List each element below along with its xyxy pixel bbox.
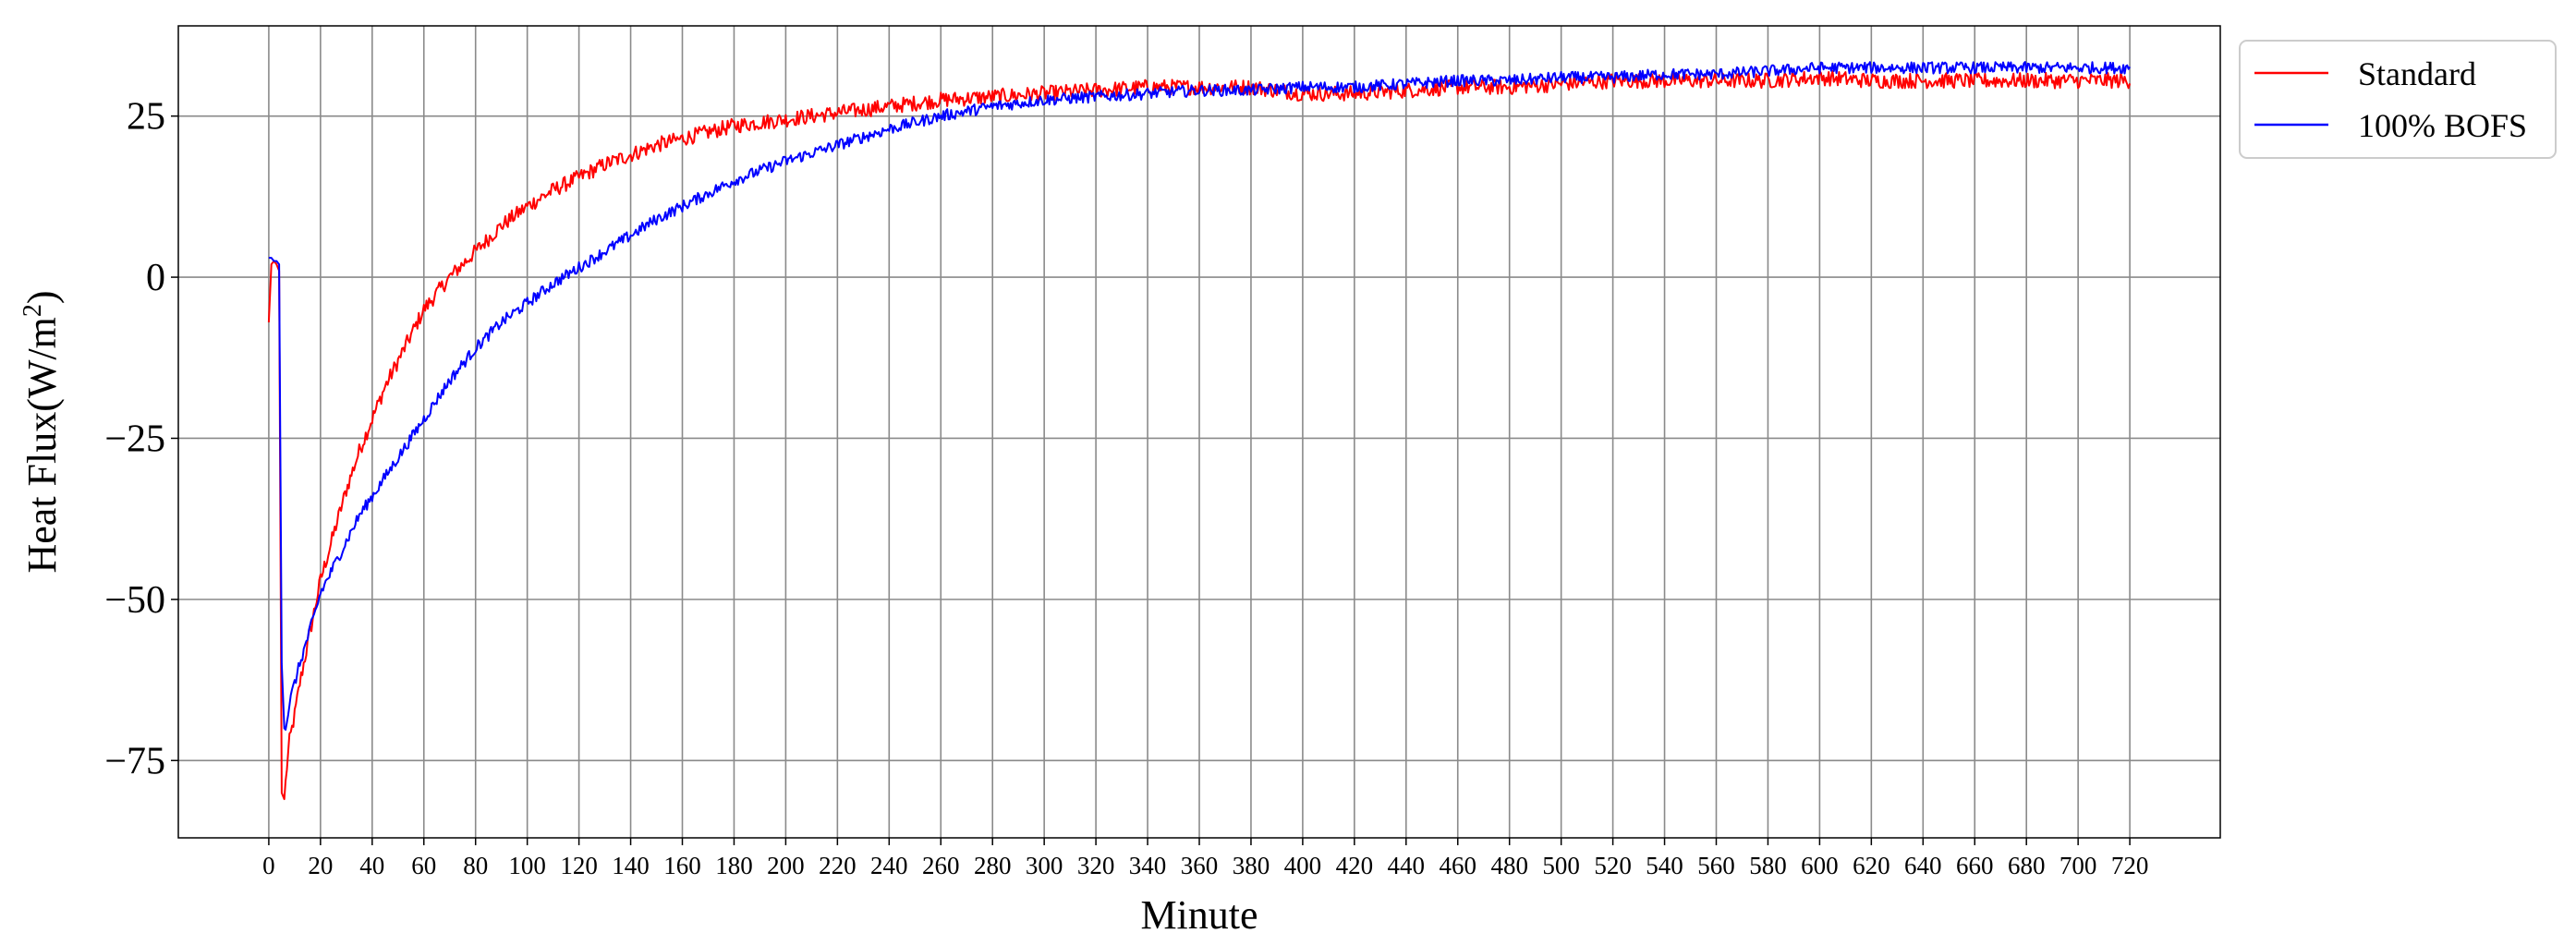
x-tick-label: 260 [922, 852, 960, 879]
x-tick-label: 640 [1904, 852, 1942, 879]
x-tick-label: 440 [1388, 852, 1426, 879]
x-tick-label: 140 [612, 852, 650, 879]
x-tick-label: 340 [1129, 852, 1167, 879]
y-axis-title: Heat Flux(W/m2) [18, 290, 65, 573]
axis-ticks: 0 20 40 60 80 100 120 140 160 180 200 220 240 260 280 3… [104, 96, 2148, 879]
x-tick-label: 220 [819, 852, 857, 879]
legend: Standard 100% BOFS [2239, 40, 2557, 159]
x-tick-label: 380 [1233, 852, 1270, 879]
x-tick-label: 520 [1594, 852, 1632, 879]
x-tick-label: 360 [1181, 852, 1219, 879]
x-tick-label: 40 [359, 852, 384, 879]
y-tick-label: −50 [104, 579, 165, 622]
x-tick-label: 300 [1026, 852, 1063, 879]
x-tick-label: 100 [508, 852, 546, 879]
x-tick-label: 280 [974, 852, 1012, 879]
x-tick-label: 80 [463, 852, 488, 879]
x-tick-label: 20 [308, 852, 333, 879]
x-tick-label: 660 [1956, 852, 1994, 879]
x-tick-label: 540 [1646, 852, 1683, 879]
y-tick-label: −25 [104, 418, 165, 460]
x-tick-label: 180 [715, 852, 753, 879]
x-tick-label: 200 [767, 852, 805, 879]
x-tick-label: 680 [2008, 852, 2046, 879]
x-tick-label: 400 [1284, 852, 1322, 879]
x-tick-label: 60 [411, 852, 436, 879]
x-tick-label: 600 [1801, 852, 1839, 879]
x-tick-label: 420 [1336, 852, 1374, 879]
x-tick-label: 500 [1542, 852, 1580, 879]
y-axis-title-close: ) [19, 290, 65, 304]
series-line-bofs [268, 61, 2131, 731]
x-tick-label: 720 [2111, 852, 2149, 879]
legend-label-standard: Standard [2358, 55, 2476, 92]
x-tick-label: 560 [1697, 852, 1735, 879]
grid-lines [178, 26, 2220, 838]
x-tick-label: 120 [560, 852, 598, 879]
y-tick-label: 25 [127, 96, 165, 139]
y-tick-label: −75 [104, 740, 165, 782]
x-tick-label: 160 [663, 852, 701, 879]
x-tick-label: 460 [1439, 852, 1476, 879]
y-tick-label: 0 [146, 257, 165, 299]
legend-label-bofs: 100% BOFS [2358, 107, 2527, 144]
y-axis-title-superscript: 2 [18, 304, 47, 317]
y-axis-title-main: Heat Flux(W/m [19, 317, 65, 573]
x-tick-label: 320 [1077, 852, 1115, 879]
x-tick-label: 700 [2060, 852, 2097, 879]
x-tick-label: 480 [1490, 852, 1528, 879]
x-tick-label: 580 [1749, 852, 1787, 879]
x-tick-label: 620 [1853, 852, 1890, 879]
x-tick-label: 0 [262, 852, 275, 879]
series-lines [267, 61, 2132, 801]
x-tick-label: 240 [870, 852, 908, 879]
legend-box [2239, 40, 2557, 159]
x-axis-title: Minute [1140, 892, 1258, 938]
